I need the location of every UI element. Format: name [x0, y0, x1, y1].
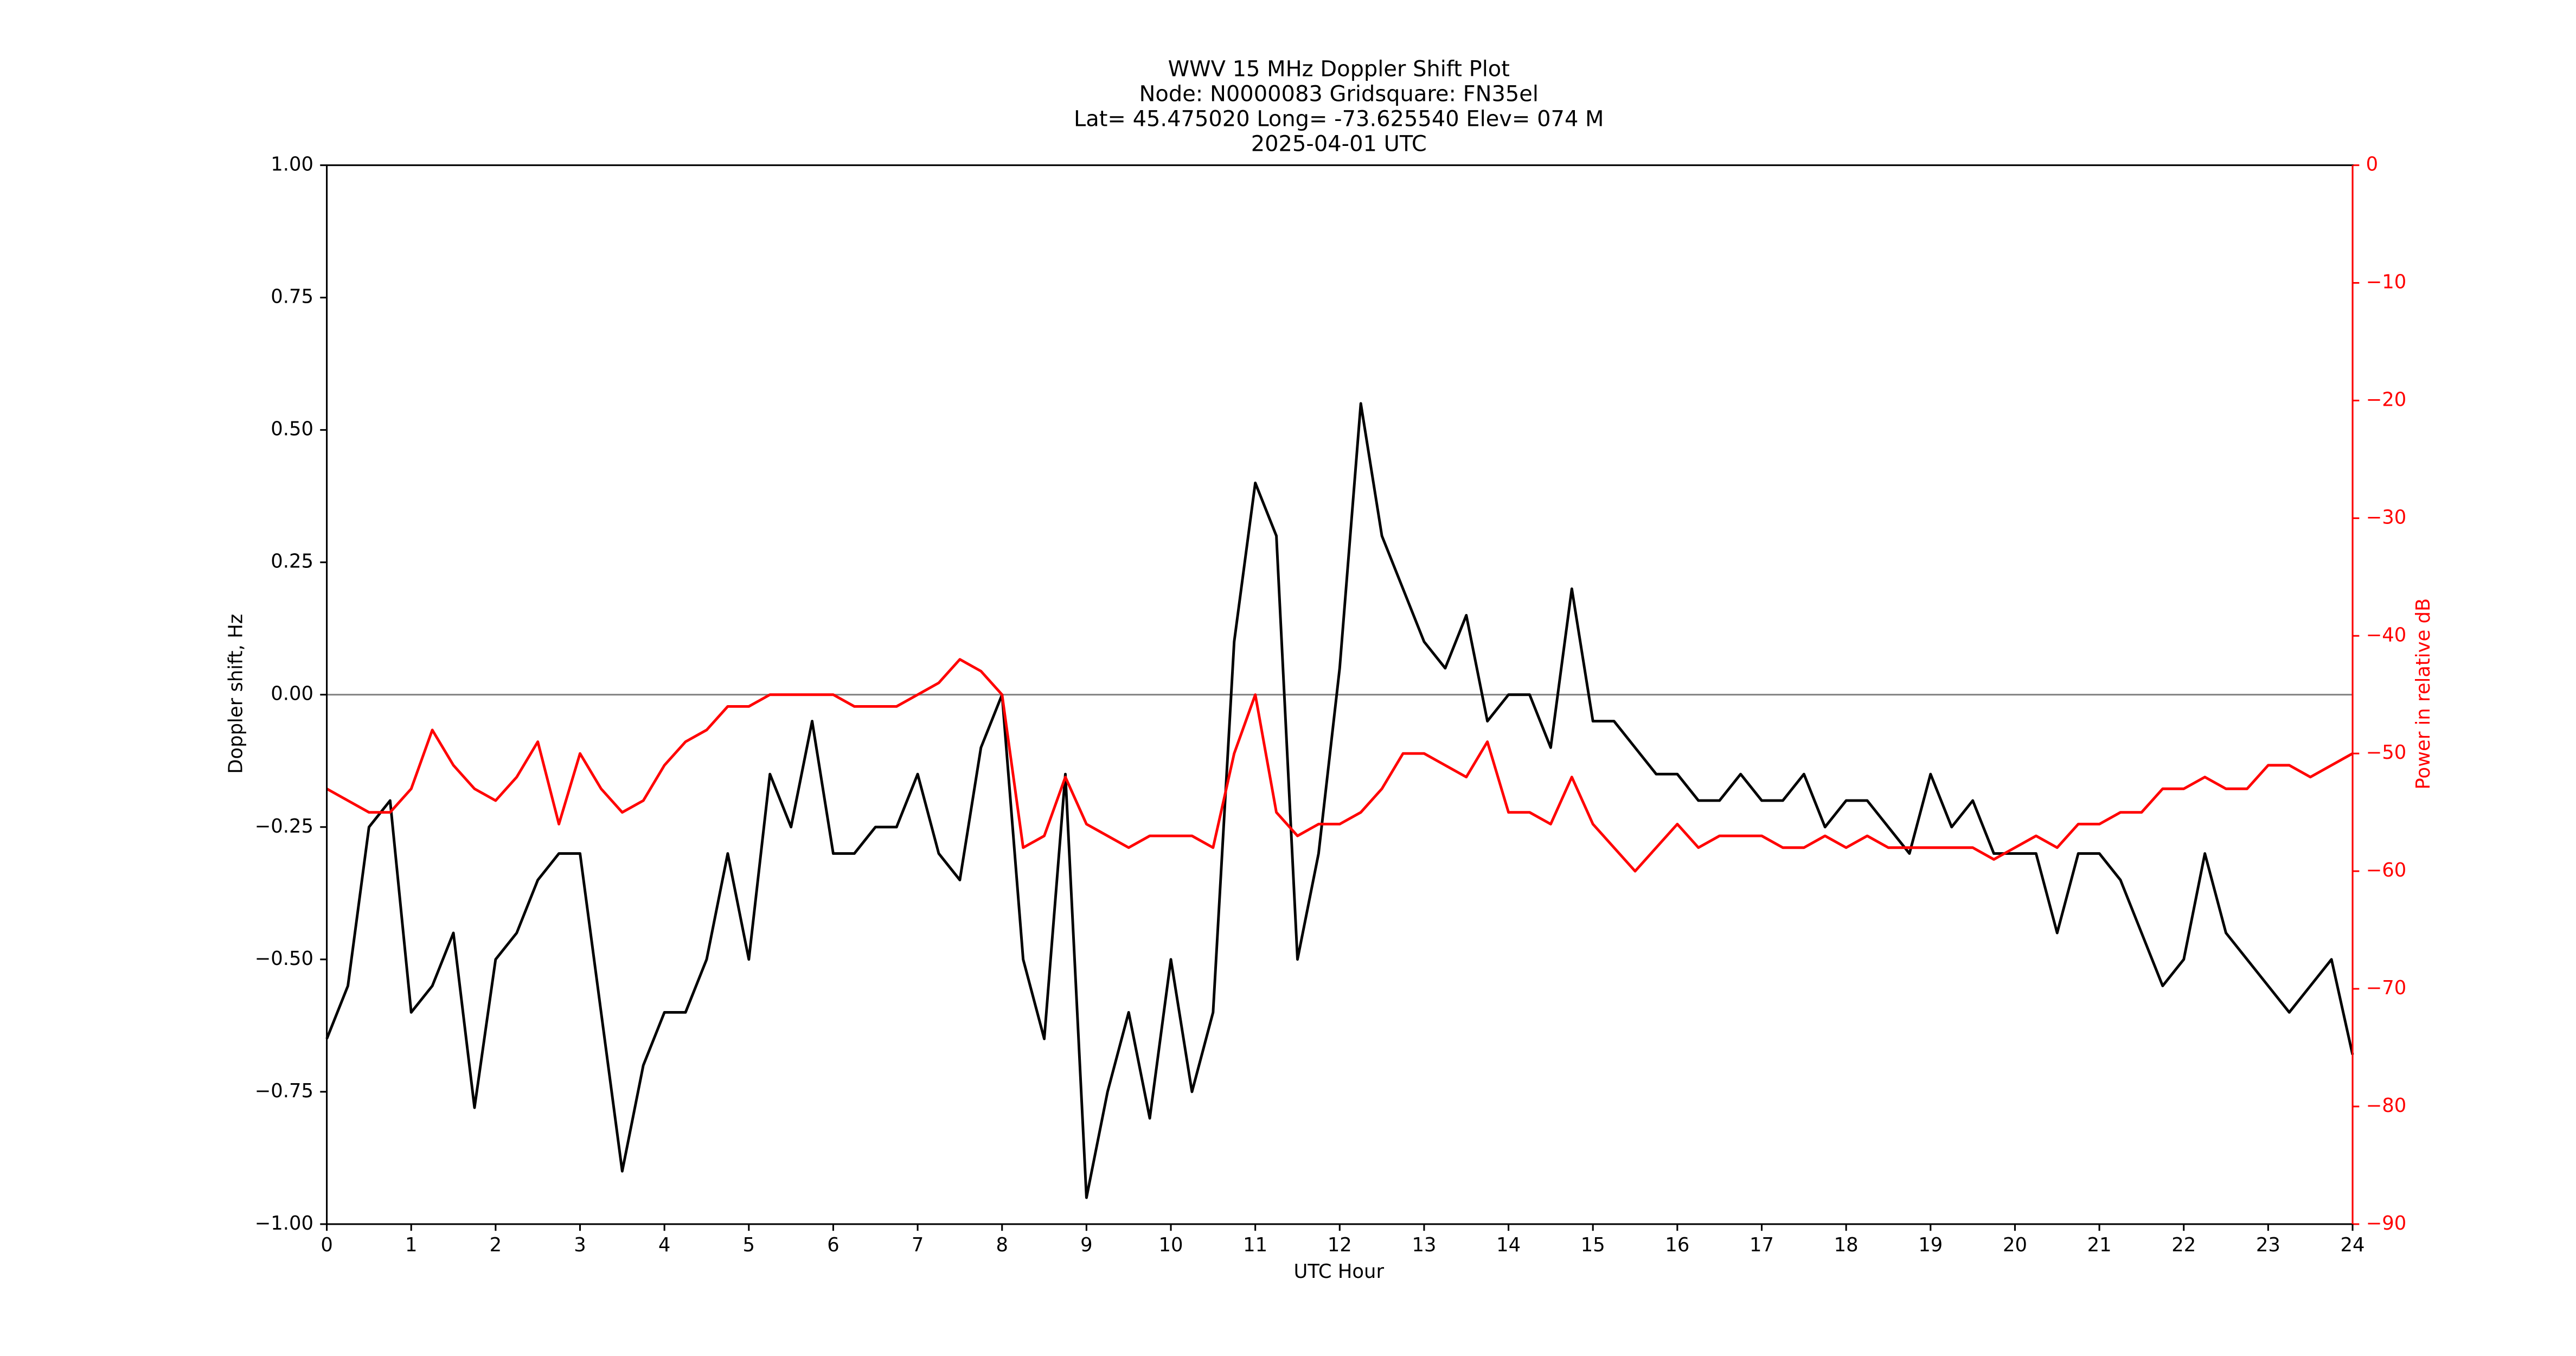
x-tick-label: 12 [1328, 1234, 1352, 1256]
x-tick-label: 11 [1243, 1234, 1267, 1256]
x-tick-label: 15 [1581, 1234, 1605, 1256]
y2-tick-label: −30 [2366, 506, 2407, 528]
x-tick-label: 21 [2087, 1234, 2112, 1256]
title: 2025-04-01 UTC [1251, 132, 1427, 157]
y-axis-label: Doppler shift, Hz [225, 614, 247, 774]
y2-tick-label: 0 [2366, 153, 2379, 176]
x-tick-label: 23 [2256, 1234, 2280, 1256]
x-tick-label: 4 [658, 1234, 671, 1256]
y2-tick-label: −40 [2366, 624, 2407, 646]
x-tick-label: 5 [743, 1234, 755, 1256]
title: Lat= 45.475020 Long= -73.625540 Elev= 07… [1074, 107, 1604, 132]
y2-tick-label: −20 [2366, 388, 2407, 411]
y2-axis-label: Power in relative dB [2412, 598, 2434, 790]
x-tick-label: 1 [405, 1234, 418, 1256]
x-tick-label: 17 [1750, 1234, 1774, 1256]
x-tick-label: 7 [912, 1234, 924, 1256]
y-tick-label: 0.25 [271, 551, 313, 573]
x-tick-label: 24 [2341, 1234, 2365, 1256]
y2-tick-label: −90 [2366, 1212, 2407, 1235]
x-tick-label: 10 [1159, 1234, 1183, 1256]
x-tick-label: 18 [1834, 1234, 1859, 1256]
x-tick-label: 16 [1665, 1234, 1689, 1256]
y2-tick-label: −10 [2366, 271, 2407, 293]
y-tick-label: −0.75 [255, 1080, 313, 1102]
x-axis-label: UTC Hour [1294, 1261, 1385, 1283]
y2-tick-label: −70 [2366, 977, 2407, 999]
x-tick-label: 22 [2171, 1234, 2196, 1256]
title: Node: N0000083 Gridsquare: FN35el [1139, 81, 1539, 106]
y2-tick-label: −50 [2366, 741, 2407, 764]
x-tick-label: 0 [321, 1234, 333, 1256]
x-tick-label: 14 [1496, 1234, 1521, 1256]
y-tick-label: 0.50 [271, 418, 313, 440]
y-tick-label: −0.25 [255, 815, 313, 837]
data-line [325, 402, 2354, 1199]
y2-tick-label: −80 [2366, 1095, 2407, 1117]
title: WWV 15 MHz Doppler Shift Plot [1168, 56, 1510, 81]
x-tick-label: 8 [996, 1234, 1008, 1256]
data-line [326, 658, 2354, 873]
x-tick-label: 9 [1080, 1234, 1093, 1256]
x-tick-label: 13 [1412, 1234, 1436, 1256]
x-tick-label: 3 [574, 1234, 586, 1256]
y-tick-label: 0.75 [271, 286, 313, 308]
y-tick-label: −1.00 [255, 1212, 313, 1235]
x-tick-label: 19 [1918, 1234, 1943, 1256]
y2-tick-label: −60 [2366, 859, 2407, 881]
x-tick-label: 2 [490, 1234, 502, 1256]
x-tick-label: 20 [2003, 1234, 2027, 1256]
y-tick-label: 0.00 [271, 683, 313, 705]
y-tick-label: −0.50 [255, 948, 313, 970]
x-tick-label: 6 [827, 1234, 840, 1256]
y-tick-label: 1.00 [271, 153, 313, 176]
